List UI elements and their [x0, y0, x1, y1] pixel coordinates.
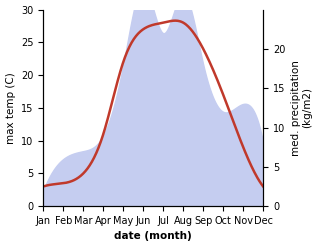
Y-axis label: max temp (C): max temp (C)	[5, 72, 16, 144]
X-axis label: date (month): date (month)	[114, 231, 192, 242]
Y-axis label: med. precipitation
(kg/m2): med. precipitation (kg/m2)	[291, 60, 313, 156]
